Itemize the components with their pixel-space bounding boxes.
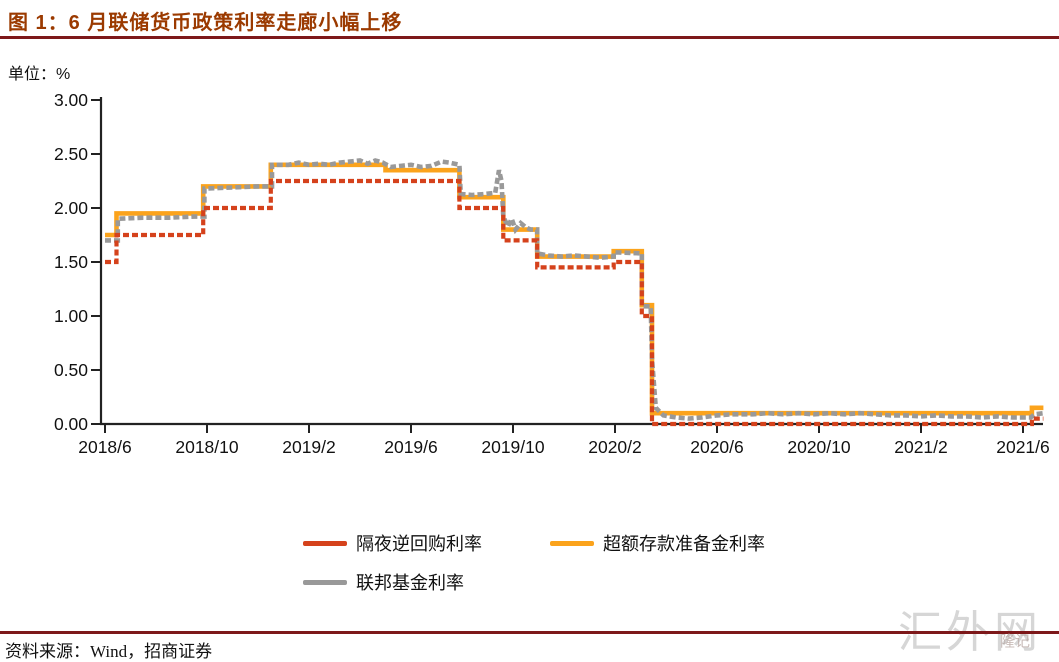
data-source: 资料来源：Wind，招商证券 bbox=[5, 642, 213, 661]
svg-text:2021/6: 2021/6 bbox=[996, 437, 1050, 457]
svg-text:2019/2: 2019/2 bbox=[282, 437, 336, 457]
y-axis-unit-label: 单位：% bbox=[8, 66, 71, 83]
svg-text:2.50: 2.50 bbox=[54, 144, 88, 164]
footer-divider bbox=[0, 631, 1059, 634]
legend-item-excess-reserve-rate: 超额存款准备金利率 bbox=[550, 530, 765, 556]
svg-text:3.00: 3.00 bbox=[54, 90, 88, 110]
title-divider bbox=[0, 36, 1059, 39]
legend-label: 联邦基金利率 bbox=[356, 573, 464, 593]
svg-text:2018/10: 2018/10 bbox=[175, 437, 239, 457]
svg-text:2020/2: 2020/2 bbox=[588, 437, 642, 457]
svg-text:2018/6: 2018/6 bbox=[78, 437, 132, 457]
svg-text:1.00: 1.00 bbox=[54, 306, 88, 326]
svg-text:2021/2: 2021/2 bbox=[894, 437, 948, 457]
svg-text:2020/10: 2020/10 bbox=[787, 437, 851, 457]
watermark-small: 隆记 bbox=[1000, 633, 1031, 650]
svg-text:2019/6: 2019/6 bbox=[384, 437, 438, 457]
legend-item-federal-funds-rate: 联邦基金利率 bbox=[303, 569, 464, 595]
svg-text:1.50: 1.50 bbox=[54, 252, 88, 272]
legend-label: 隔夜逆回购利率 bbox=[356, 534, 482, 554]
svg-text:2019/10: 2019/10 bbox=[481, 437, 545, 457]
legend-line-swatch-orange bbox=[550, 540, 594, 546]
svg-text:2020/6: 2020/6 bbox=[690, 437, 744, 457]
legend-label: 超额存款准备金利率 bbox=[603, 534, 765, 554]
page-title: 图 1：6 月联储货币政策利率走廊小幅上移 bbox=[8, 12, 403, 34]
legend-line-swatch-gray bbox=[303, 579, 347, 585]
svg-text:2.00: 2.00 bbox=[54, 198, 88, 218]
legend-line-swatch-red bbox=[303, 540, 347, 546]
svg-text:0.50: 0.50 bbox=[54, 360, 88, 380]
svg-text:0.00: 0.00 bbox=[54, 414, 88, 434]
legend-item-overnight-reverse-repo: 隔夜逆回购利率 bbox=[303, 530, 482, 556]
